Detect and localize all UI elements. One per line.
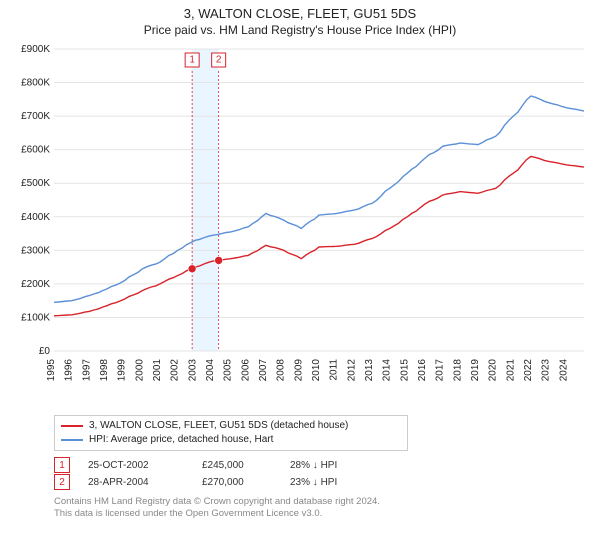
- svg-text:£0: £0: [39, 346, 51, 357]
- page-title: 3, WALTON CLOSE, FLEET, GU51 5DS: [8, 6, 592, 21]
- svg-text:1996: 1996: [64, 359, 75, 382]
- transaction-date: 28-APR-2004: [88, 477, 184, 488]
- svg-text:£800K: £800K: [21, 78, 50, 89]
- footer-line: This data is licensed under the Open Gov…: [54, 508, 592, 520]
- legend-item: 3, WALTON CLOSE, FLEET, GU51 5DS (detach…: [61, 419, 401, 433]
- svg-text:2: 2: [216, 55, 222, 66]
- svg-text:2000: 2000: [134, 359, 145, 382]
- price-chart: £0 £100K £200K £300K £400K £500K £600K £700K £80…: [8, 41, 592, 411]
- transaction-price: £270,000: [202, 477, 272, 488]
- svg-text:£400K: £400K: [21, 212, 50, 223]
- svg-text:2012: 2012: [346, 359, 357, 382]
- chart-legend: 3, WALTON CLOSE, FLEET, GU51 5DS (detach…: [54, 415, 408, 451]
- svg-text:2018: 2018: [452, 359, 463, 382]
- transaction-date: 25-OCT-2002: [88, 460, 184, 471]
- svg-text:2013: 2013: [364, 359, 375, 382]
- legend-swatch: [61, 439, 83, 441]
- svg-text:£200K: £200K: [21, 279, 50, 290]
- svg-text:2017: 2017: [435, 359, 446, 382]
- svg-text:2020: 2020: [488, 359, 499, 382]
- legend-label: HPI: Average price, detached house, Hart: [89, 433, 273, 447]
- svg-text:2023: 2023: [541, 359, 552, 382]
- svg-text:1997: 1997: [81, 359, 92, 382]
- svg-text:2019: 2019: [470, 359, 481, 382]
- svg-text:2010: 2010: [311, 359, 322, 382]
- svg-text:2007: 2007: [258, 359, 269, 382]
- svg-text:2014: 2014: [382, 359, 393, 382]
- page-subtitle: Price paid vs. HM Land Registry's House …: [8, 23, 592, 37]
- svg-text:2016: 2016: [417, 359, 428, 382]
- svg-text:2015: 2015: [399, 359, 410, 382]
- svg-text:1998: 1998: [99, 359, 110, 382]
- svg-text:1995: 1995: [46, 359, 57, 382]
- svg-text:2021: 2021: [505, 359, 516, 382]
- transaction-row: 1 25-OCT-2002 £245,000 28% ↓ HPI: [54, 457, 592, 473]
- svg-text:£100K: £100K: [21, 312, 50, 323]
- svg-text:2001: 2001: [152, 359, 163, 382]
- footer-line: Contains HM Land Registry data © Crown c…: [54, 496, 592, 508]
- legend-item: HPI: Average price, detached house, Hart: [61, 433, 401, 447]
- svg-text:2022: 2022: [523, 359, 534, 382]
- svg-text:2006: 2006: [240, 359, 251, 382]
- footer-attribution: Contains HM Land Registry data © Crown c…: [54, 496, 592, 520]
- svg-text:£300K: £300K: [21, 245, 50, 256]
- transaction-delta: 28% ↓ HPI: [290, 460, 380, 471]
- svg-text:2024: 2024: [558, 359, 569, 382]
- svg-text:2004: 2004: [205, 359, 216, 382]
- transaction-marker: 2: [54, 474, 70, 490]
- svg-text:2002: 2002: [170, 359, 181, 382]
- svg-text:£900K: £900K: [21, 44, 50, 55]
- svg-text:£500K: £500K: [21, 178, 50, 189]
- svg-text:2009: 2009: [293, 359, 304, 382]
- svg-text:£700K: £700K: [21, 111, 50, 122]
- svg-text:1: 1: [189, 55, 195, 66]
- svg-text:2011: 2011: [329, 359, 340, 381]
- svg-text:2005: 2005: [223, 359, 234, 382]
- svg-text:2003: 2003: [187, 359, 198, 382]
- legend-label: 3, WALTON CLOSE, FLEET, GU51 5DS (detach…: [89, 419, 348, 433]
- svg-text:£600K: £600K: [21, 145, 50, 156]
- svg-text:1999: 1999: [117, 359, 128, 382]
- transaction-price: £245,000: [202, 460, 272, 471]
- transaction-delta: 23% ↓ HPI: [290, 477, 380, 488]
- svg-text:2008: 2008: [276, 359, 287, 382]
- legend-swatch: [61, 425, 83, 427]
- transaction-row: 2 28-APR-2004 £270,000 23% ↓ HPI: [54, 474, 592, 490]
- transaction-marker: 1: [54, 457, 70, 473]
